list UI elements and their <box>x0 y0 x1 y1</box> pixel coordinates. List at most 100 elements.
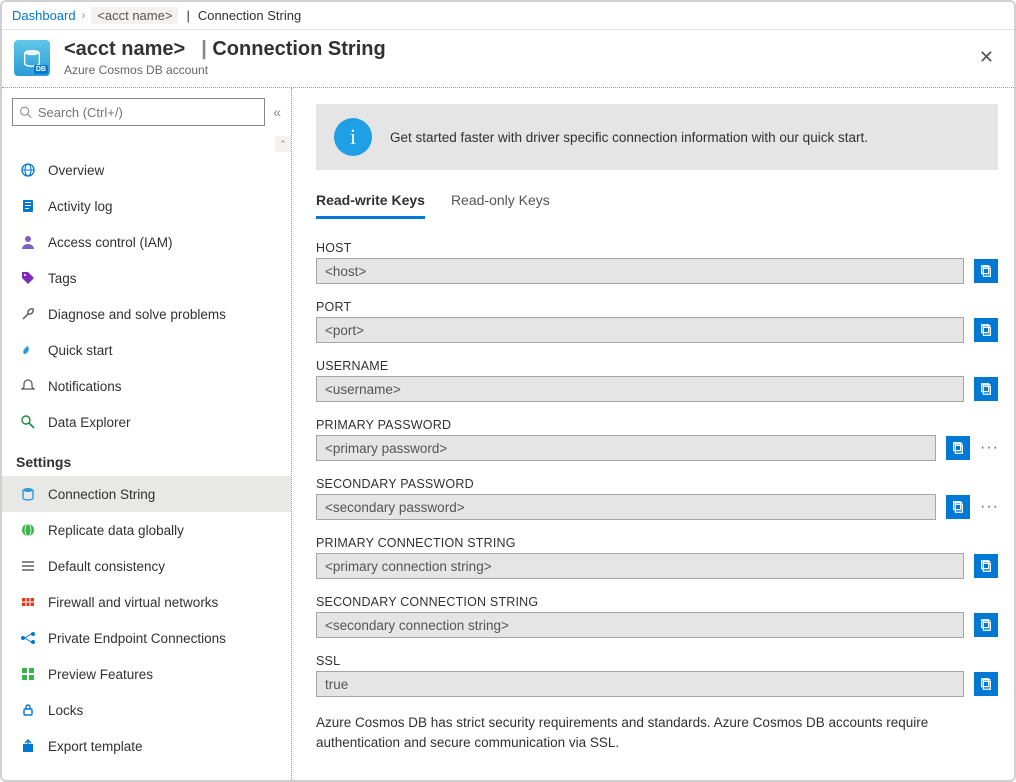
collapse-sidebar-icon[interactable]: « <box>273 104 281 120</box>
wrench-icon <box>20 306 36 322</box>
nav-label: Preview Features <box>48 667 153 682</box>
header-subtitle: Azure Cosmos DB account <box>64 63 971 77</box>
copy-icon <box>951 441 965 455</box>
copy-button[interactable] <box>974 672 998 696</box>
field-label: SSL <box>316 654 998 668</box>
nav-label: Default consistency <box>48 559 165 574</box>
copy-icon <box>951 500 965 514</box>
nav-label: Private Endpoint Connections <box>48 631 226 646</box>
field-value[interactable]: <secondary connection string> <box>316 612 964 638</box>
breadcrumb-dashboard[interactable]: Dashboard <box>12 8 76 23</box>
nav-label: Quick start <box>48 343 113 358</box>
nav-connection-string[interactable]: Connection String <box>2 476 291 512</box>
field-label: SECONDARY PASSWORD <box>316 477 998 491</box>
nav-label: Notifications <box>48 379 122 394</box>
field-ssl: SSL true <box>316 654 998 697</box>
nav-label: Export template <box>48 739 143 754</box>
search-box[interactable] <box>12 98 265 126</box>
nav-access-control[interactable]: Access control (IAM) <box>2 224 291 260</box>
nav-label: Replicate data globally <box>48 523 184 538</box>
field-username: USERNAME <username> <box>316 359 998 402</box>
field-label: HOST <box>316 241 998 255</box>
scroll-up-icon[interactable]: ⌃ <box>275 136 291 152</box>
field-value[interactable]: <username> <box>316 376 964 402</box>
field-label: USERNAME <box>316 359 998 373</box>
firewall-icon <box>20 594 36 610</box>
chevron-right-icon: › <box>82 10 86 22</box>
field-value[interactable]: <host> <box>316 258 964 284</box>
copy-button[interactable] <box>946 495 970 519</box>
field-value[interactable]: <primary password> <box>316 435 936 461</box>
copy-icon <box>979 264 993 278</box>
bell-icon <box>20 378 36 394</box>
copy-button[interactable] <box>974 377 998 401</box>
tab-read-write[interactable]: Read-write Keys <box>316 192 425 219</box>
nav-section-settings: Settings <box>2 440 291 476</box>
field-value[interactable]: <port> <box>316 317 964 343</box>
field-host: HOST <host> <box>316 241 998 284</box>
nav-list-settings: Connection String Replicate data globall… <box>2 476 291 764</box>
breadcrumb-account[interactable]: <acct name> <box>91 7 178 24</box>
globe-icon <box>20 162 36 178</box>
nav-label: Access control (IAM) <box>48 235 173 250</box>
nav-label: Firewall and virtual networks <box>48 595 218 610</box>
nav-data-explorer[interactable]: Data Explorer <box>2 404 291 440</box>
copy-button[interactable] <box>974 318 998 342</box>
grid-icon <box>20 666 36 682</box>
close-icon[interactable]: ✕ <box>971 43 1002 72</box>
copy-icon <box>979 618 993 632</box>
copy-icon <box>979 323 993 337</box>
db-small-icon <box>20 486 36 502</box>
field-value[interactable]: <secondary password> <box>316 494 936 520</box>
field-port: PORT <port> <box>316 300 998 343</box>
nav-notifications[interactable]: Notifications <box>2 368 291 404</box>
field-primary-connection-string: PRIMARY CONNECTION STRING<primary connec… <box>316 536 998 579</box>
nav-quick-start[interactable]: Quick start <box>2 332 291 368</box>
header-account-name: <acct name> <box>64 38 185 61</box>
field-label: PORT <box>316 300 998 314</box>
nav-private-endpoint[interactable]: Private Endpoint Connections <box>2 620 291 656</box>
copy-icon <box>979 382 993 396</box>
field-value[interactable]: true <box>316 671 964 697</box>
nav-firewall[interactable]: Firewall and virtual networks <box>2 584 291 620</box>
copy-button[interactable] <box>946 436 970 460</box>
nav-tags[interactable]: Tags <box>2 260 291 296</box>
nav-export[interactable]: Export template <box>2 728 291 764</box>
field-label: PRIMARY PASSWORD <box>316 418 998 432</box>
network-icon <box>20 630 36 646</box>
copy-icon <box>979 677 993 691</box>
field-row: true <box>316 671 998 697</box>
nav-list-main: Overview Activity log Access control (IA… <box>2 152 291 440</box>
nav-diagnose[interactable]: Diagnose and solve problems <box>2 296 291 332</box>
content-pane: i Get started faster with driver specifi… <box>292 88 1014 780</box>
field-row: <username> <box>316 376 998 402</box>
nav-label: Data Explorer <box>48 415 131 430</box>
nav-locks[interactable]: Locks <box>2 692 291 728</box>
copy-button[interactable] <box>974 613 998 637</box>
log-icon <box>20 198 36 214</box>
lock-icon <box>20 702 36 718</box>
globe-green-icon <box>20 522 36 538</box>
nav-label: Overview <box>48 163 104 178</box>
info-icon: i <box>334 118 372 156</box>
copy-button[interactable] <box>974 259 998 283</box>
cosmos-db-icon: DB <box>14 40 50 76</box>
field-row: <primary connection string> <box>316 553 998 579</box>
bars-icon <box>20 558 36 574</box>
nav-overview[interactable]: Overview <box>2 152 291 188</box>
field-value[interactable]: <primary connection string> <box>316 553 964 579</box>
nav-consistency[interactable]: Default consistency <box>2 548 291 584</box>
page-header: DB <acct name> | Connection String Azure… <box>2 30 1014 88</box>
tab-read-only[interactable]: Read-only Keys <box>451 192 550 219</box>
security-note: Azure Cosmos DB has strict security requ… <box>316 713 998 752</box>
nav-activity-log[interactable]: Activity log <box>2 188 291 224</box>
more-actions-icon[interactable]: ··· <box>980 498 998 516</box>
copy-icon <box>979 559 993 573</box>
nav-label: Connection String <box>48 487 155 502</box>
nav-replicate[interactable]: Replicate data globally <box>2 512 291 548</box>
nav-preview[interactable]: Preview Features <box>2 656 291 692</box>
rocket-icon <box>20 342 36 358</box>
search-input[interactable] <box>38 105 258 120</box>
more-actions-icon[interactable]: ··· <box>980 439 998 457</box>
copy-button[interactable] <box>974 554 998 578</box>
